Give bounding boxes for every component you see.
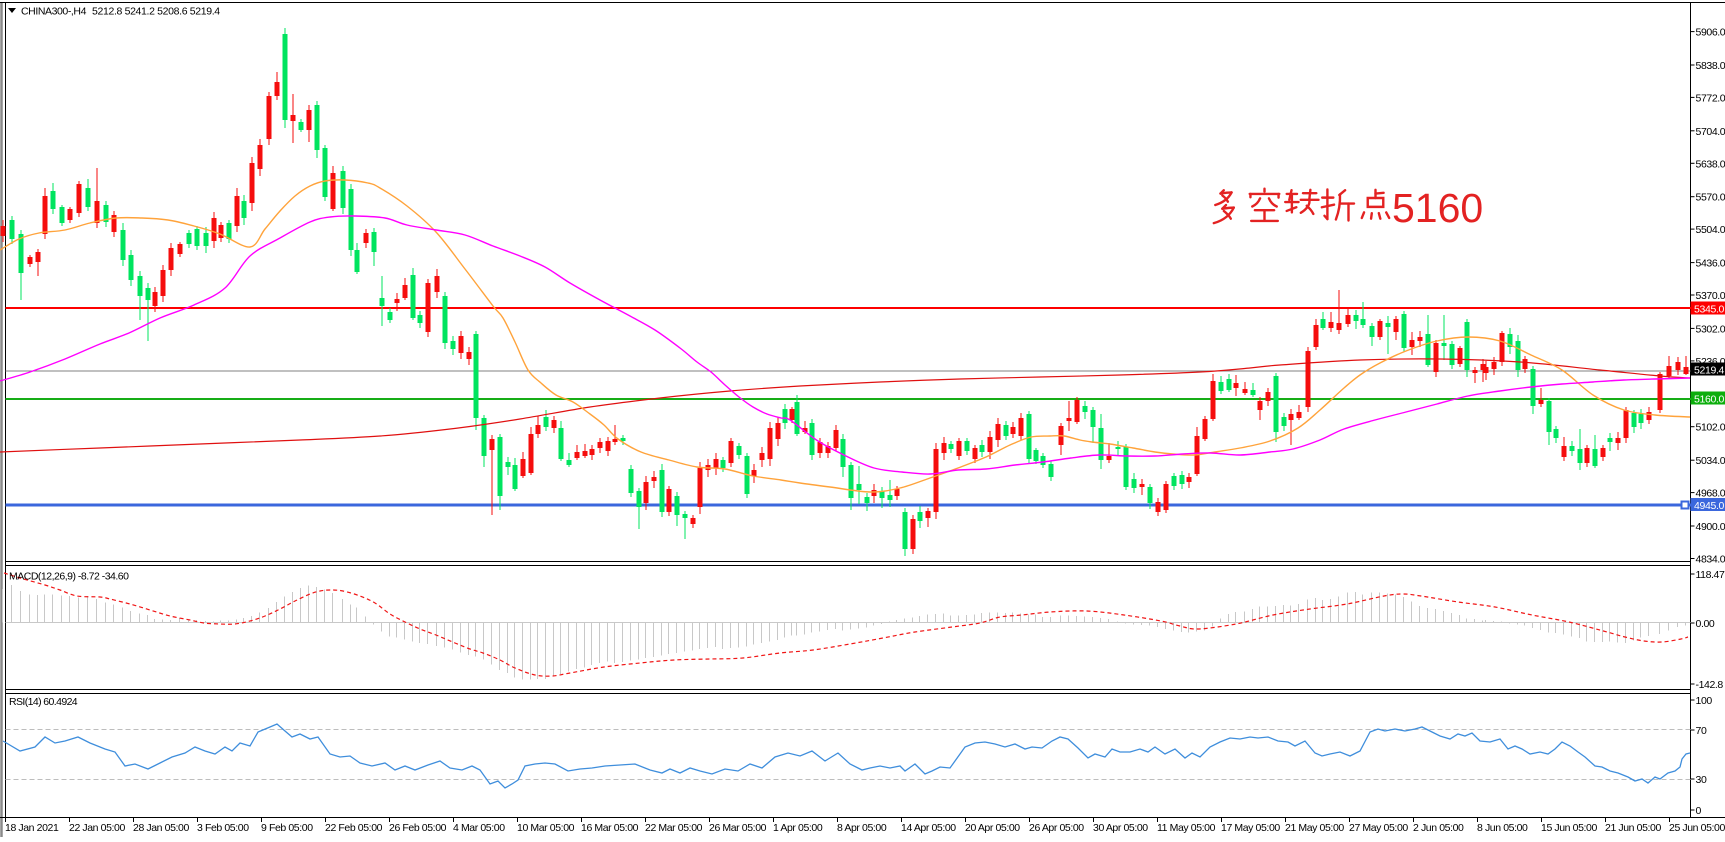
- svg-text:28 Jan 05:00: 28 Jan 05:00: [133, 822, 189, 834]
- svg-text:5102.0: 5102.0: [1696, 422, 1725, 434]
- svg-text:8 Jun 05:00: 8 Jun 05:00: [1477, 822, 1528, 834]
- svg-text:5906.0: 5906.0: [1696, 27, 1725, 39]
- svg-text:5219.4: 5219.4: [1694, 365, 1725, 377]
- svg-text:27 May 05:00: 27 May 05:00: [1349, 822, 1408, 834]
- svg-text:30: 30: [1696, 774, 1707, 786]
- svg-text:5302.0: 5302.0: [1696, 323, 1725, 335]
- svg-text:5160.0: 5160.0: [1694, 394, 1725, 406]
- svg-text:4968.0: 4968.0: [1696, 488, 1725, 500]
- svg-text:100: 100: [1696, 695, 1713, 707]
- svg-text:4945.0: 4945.0: [1694, 500, 1725, 512]
- svg-text:1 Apr 05:00: 1 Apr 05:00: [773, 822, 823, 834]
- svg-text:17 May 05:00: 17 May 05:00: [1221, 822, 1280, 834]
- svg-text:-142.8: -142.8: [1696, 679, 1724, 691]
- svg-text:22 Feb 05:00: 22 Feb 05:00: [325, 822, 383, 834]
- svg-text:26 Mar 05:00: 26 Mar 05:00: [709, 822, 767, 834]
- svg-text:5570.0: 5570.0: [1696, 192, 1725, 204]
- svg-text:5034.0: 5034.0: [1696, 455, 1725, 467]
- svg-text:25 Jun 05:00: 25 Jun 05:00: [1669, 822, 1725, 834]
- svg-text:22 Mar 05:00: 22 Mar 05:00: [645, 822, 703, 834]
- svg-text:11 May 05:00: 11 May 05:00: [1157, 822, 1216, 834]
- svg-text:5638.0: 5638.0: [1696, 158, 1725, 170]
- svg-text:16 Mar 05:00: 16 Mar 05:00: [581, 822, 639, 834]
- svg-text:2 Jun 05:00: 2 Jun 05:00: [1413, 822, 1464, 834]
- svg-text:0: 0: [1696, 805, 1702, 817]
- svg-text:3 Feb 05:00: 3 Feb 05:00: [197, 822, 249, 834]
- svg-text:5160: 5160: [1392, 185, 1483, 231]
- svg-text:5704.0: 5704.0: [1696, 126, 1725, 138]
- svg-text:4 Mar 05:00: 4 Mar 05:00: [453, 822, 505, 834]
- svg-text:5345.0: 5345.0: [1694, 304, 1725, 316]
- svg-text:20 Apr 05:00: 20 Apr 05:00: [965, 822, 1020, 834]
- svg-text:21 May 05:00: 21 May 05:00: [1285, 822, 1344, 834]
- svg-text:26 Feb 05:00: 26 Feb 05:00: [389, 822, 447, 834]
- svg-text:118.47: 118.47: [1696, 569, 1725, 581]
- svg-text:15 Jun 05:00: 15 Jun 05:00: [1541, 822, 1597, 834]
- svg-text:5504.0: 5504.0: [1696, 224, 1725, 236]
- svg-text:4834.0: 4834.0: [1696, 554, 1725, 566]
- svg-text:21 Jun 05:00: 21 Jun 05:00: [1605, 822, 1661, 834]
- svg-text:14 Apr 05:00: 14 Apr 05:00: [901, 822, 956, 834]
- svg-text:22 Jan 05:00: 22 Jan 05:00: [69, 822, 125, 834]
- svg-text:5772.0: 5772.0: [1696, 92, 1725, 104]
- svg-text:0.00: 0.00: [1696, 618, 1715, 630]
- svg-text:18 Jan 2021: 18 Jan 2021: [5, 822, 59, 834]
- svg-text:5212.8 5241.2 5208.6 5219.4: 5212.8 5241.2 5208.6 5219.4: [92, 6, 220, 18]
- svg-text:26 Apr 05:00: 26 Apr 05:00: [1029, 822, 1084, 834]
- svg-text:10 Mar 05:00: 10 Mar 05:00: [517, 822, 575, 834]
- svg-text:30 Apr 05:00: 30 Apr 05:00: [1093, 822, 1148, 834]
- svg-text:9 Feb 05:00: 9 Feb 05:00: [261, 822, 313, 834]
- svg-text:4900.0: 4900.0: [1696, 521, 1725, 533]
- svg-text:5838.0: 5838.0: [1696, 60, 1725, 72]
- svg-text:5370.0: 5370.0: [1696, 290, 1725, 302]
- svg-text:RSI(14) 60.4924: RSI(14) 60.4924: [9, 696, 78, 708]
- svg-text:CHINA300-,H4: CHINA300-,H4: [21, 6, 87, 18]
- svg-text:5436.0: 5436.0: [1696, 258, 1725, 270]
- svg-text:8 Apr 05:00: 8 Apr 05:00: [837, 822, 887, 834]
- svg-text:70: 70: [1696, 725, 1707, 737]
- svg-text:MACD(12,26,9) -8.72 -34.60: MACD(12,26,9) -8.72 -34.60: [9, 571, 129, 583]
